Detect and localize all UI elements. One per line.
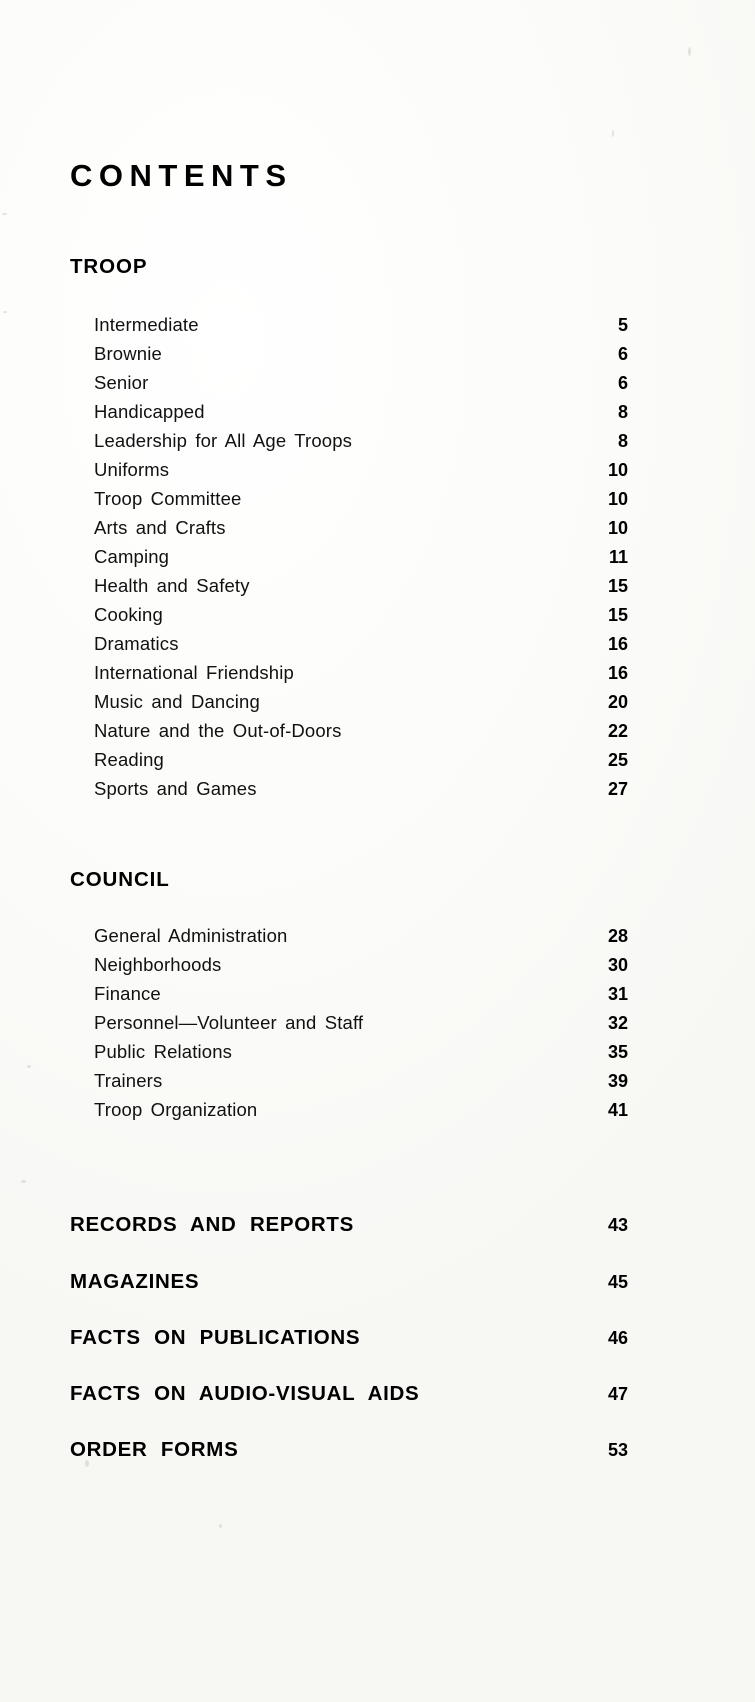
toc-entry[interactable]: Leadership for All Age Troops 8 — [94, 430, 628, 459]
toc-entry-page: 32 — [607, 1013, 628, 1033]
toc-entry-page: 10 — [607, 460, 628, 480]
toc-major-entry-label: MAGAZINES — [70, 1270, 200, 1293]
toc-entry-label: Music and Dancing — [94, 691, 260, 712]
toc-entry-page: 28 — [607, 926, 628, 946]
toc-entry-label: Trainers — [94, 1070, 163, 1091]
toc-major-entry-page: 53 — [607, 1440, 628, 1460]
page-title: CONTENTS — [70, 158, 293, 193]
toc-entry[interactable]: Uniforms 10 — [94, 459, 628, 488]
toc-entry-page: 25 — [607, 750, 628, 770]
toc-major-entry-label: RECORDS AND REPORTS — [70, 1213, 354, 1236]
toc-entry-page: 8 — [617, 431, 628, 451]
toc-entry-label: Public Relations — [94, 1041, 233, 1062]
toc-entry-page: 27 — [607, 779, 628, 799]
toc-entry-label: Health and Safety — [94, 575, 250, 596]
toc-entry-label: Sports and Games — [94, 778, 257, 799]
toc-entry[interactable]: Troop Organization 41 — [94, 1099, 628, 1128]
toc-entry-page: 10 — [607, 489, 628, 509]
toc-major-entry-page: 43 — [607, 1215, 628, 1235]
toc-entry[interactable]: Arts and Crafts 10 — [94, 517, 628, 546]
toc-entry-page: 22 — [607, 721, 628, 741]
toc-entry-label: Neighborhoods — [94, 954, 222, 975]
toc-major-entry-page: 45 — [607, 1272, 628, 1292]
toc-entry-label: Uniforms — [94, 459, 170, 480]
toc-entry[interactable]: Public Relations 35 — [94, 1041, 628, 1070]
toc-entry-page: 35 — [607, 1042, 628, 1062]
toc-entry[interactable]: Handicapped 8 — [94, 401, 628, 430]
toc-entry[interactable]: Finance 31 — [94, 983, 628, 1012]
toc-entry-label: General Administration — [94, 925, 288, 946]
toc-entry-label: Senior — [94, 372, 149, 393]
toc-entry-label: Intermediate — [94, 314, 199, 335]
toc-major-entry[interactable]: MAGAZINES 45 — [70, 1270, 628, 1294]
toc-entry[interactable]: Personnel—Volunteer and Staff 32 — [94, 1012, 628, 1041]
toc-entry-page: 11 — [608, 547, 628, 567]
toc-entry-label: Cooking — [94, 604, 163, 625]
toc-entry-label: Arts and Crafts — [94, 517, 226, 538]
toc-entry-page: 39 — [607, 1071, 628, 1091]
paper-speck — [219, 1524, 222, 1528]
toc-entry[interactable]: Camping 11 — [94, 546, 628, 575]
section-heading-council: COUNCIL — [70, 868, 170, 891]
paper-speck — [612, 130, 614, 137]
toc-major-entry[interactable]: ORDER FORMS 53 — [70, 1438, 628, 1462]
toc-major-entry-page: 47 — [607, 1384, 628, 1404]
paper-speck — [21, 1180, 26, 1183]
toc-entry-page: 16 — [607, 634, 628, 654]
toc-entry-label: Personnel—Volunteer and Staff — [94, 1012, 364, 1033]
toc-entry[interactable]: Health and Safety 15 — [94, 575, 628, 604]
toc-major-entry-label: FACTS ON AUDIO-VISUAL AIDS — [70, 1382, 420, 1405]
toc-entry-page: 31 — [607, 984, 628, 1004]
paper-speck — [85, 1460, 89, 1467]
toc-entry-page: 5 — [617, 315, 628, 335]
toc-entry-label: Nature and the Out-of-Doors — [94, 720, 342, 741]
toc-major-entry-label: FACTS ON PUBLICATIONS — [70, 1326, 361, 1349]
toc-major-entry[interactable]: FACTS ON PUBLICATIONS 46 — [70, 1326, 628, 1350]
section-heading-troop: TROOP — [70, 255, 148, 278]
toc-entry[interactable]: Senior 6 — [94, 372, 628, 401]
paper-speck — [688, 47, 691, 56]
toc-entry-label: Brownie — [94, 343, 162, 364]
toc-entry-label: Troop Committee — [94, 488, 242, 509]
toc-entry-label: Handicapped — [94, 401, 205, 422]
toc-entry[interactable]: Intermediate 5 — [94, 314, 628, 343]
toc-entry[interactable]: Sports and Games 27 — [94, 778, 628, 807]
toc-entry-page: 10 — [607, 518, 628, 538]
toc-entry[interactable]: Reading 25 — [94, 749, 628, 778]
toc-entry[interactable]: General Administration 28 — [94, 925, 628, 954]
toc-entry-label: Troop Organization — [94, 1099, 258, 1120]
toc-entry-label: Finance — [94, 983, 161, 1004]
toc-entry-page: 41 — [607, 1100, 628, 1120]
toc-entry-page: 20 — [607, 692, 628, 712]
toc-major-entry-label: ORDER FORMS — [70, 1438, 239, 1461]
toc-entry-label: International Friendship — [94, 662, 294, 683]
toc-entry[interactable]: Cooking 15 — [94, 604, 628, 633]
toc-entry-page: 15 — [607, 605, 628, 625]
toc-entry-label: Leadership for All Age Troops — [94, 430, 353, 451]
toc-entry-page: 8 — [617, 402, 628, 422]
toc-major-entry[interactable]: RECORDS AND REPORTS 43 — [70, 1213, 628, 1237]
toc-entry[interactable]: Nature and the Out-of-Doors 22 — [94, 720, 628, 749]
toc-entry[interactable]: International Friendship 16 — [94, 662, 628, 691]
toc-entry[interactable]: Troop Committee 10 — [94, 488, 628, 517]
toc-entry-label: Camping — [94, 546, 170, 567]
paper-speck — [3, 311, 7, 313]
toc-entry[interactable]: Brownie 6 — [94, 343, 628, 372]
toc-entry-page: 6 — [617, 344, 628, 364]
toc-entry[interactable]: Music and Dancing 20 — [94, 691, 628, 720]
toc-entry-label: Reading — [94, 749, 164, 770]
paper-speck — [27, 1065, 31, 1068]
paper-speck — [2, 213, 7, 215]
toc-major-entry[interactable]: FACTS ON AUDIO-VISUAL AIDS 47 — [70, 1382, 628, 1406]
toc-entry-page: 6 — [617, 373, 628, 393]
toc-entry[interactable]: Dramatics 16 — [94, 633, 628, 662]
toc-entry-page: 16 — [607, 663, 628, 683]
toc-entry[interactable]: Neighborhoods 30 — [94, 954, 628, 983]
toc-entry[interactable]: Trainers 39 — [94, 1070, 628, 1099]
toc-entry-label: Dramatics — [94, 633, 179, 654]
toc-entry-page: 15 — [607, 576, 628, 596]
toc-entry-page: 30 — [607, 955, 628, 975]
toc-major-entry-page: 46 — [607, 1328, 628, 1348]
